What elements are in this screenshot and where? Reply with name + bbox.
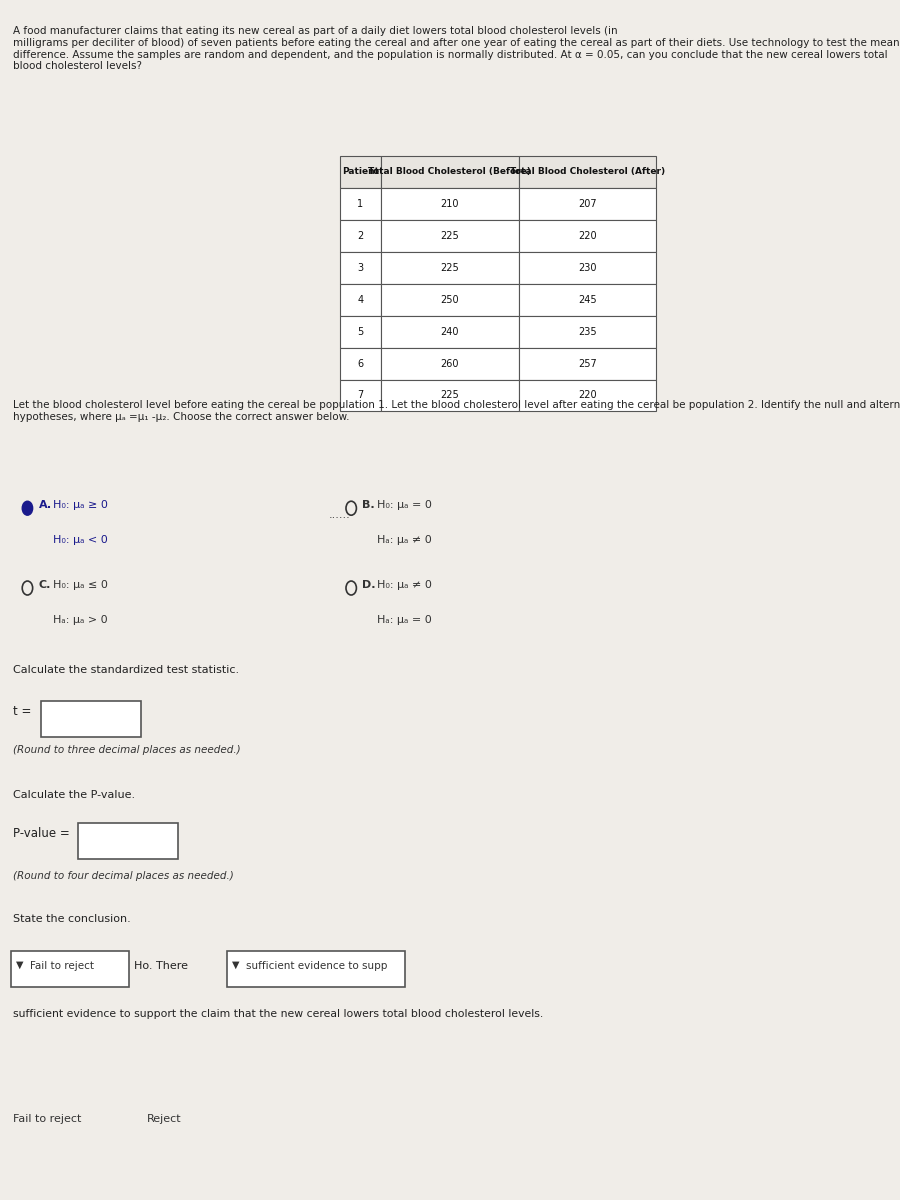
Text: Total Blood Cholesterol (After): Total Blood Cholesterol (After)	[510, 168, 665, 176]
Text: D.: D.	[363, 580, 376, 590]
Bar	[381, 156, 518, 188]
Bar	[340, 348, 381, 379]
Text: H₀: μₐ ≥ 0: H₀: μₐ ≥ 0	[53, 500, 108, 510]
Bar	[340, 188, 381, 220]
Text: 225: 225	[440, 390, 459, 401]
Text: Total Blood Cholesterol (Before): Total Blood Cholesterol (Before)	[368, 168, 531, 176]
Text: 225: 225	[440, 230, 459, 241]
Bar	[340, 220, 381, 252]
Text: 245: 245	[578, 295, 597, 305]
Text: Hₐ: μₐ = 0: Hₐ: μₐ = 0	[377, 614, 432, 625]
Text: State the conclusion.: State the conclusion.	[13, 914, 130, 924]
Text: 235: 235	[578, 326, 597, 337]
Text: Patient: Patient	[342, 168, 379, 176]
Bar	[518, 283, 656, 316]
Text: C.: C.	[39, 580, 51, 590]
Text: 6: 6	[357, 359, 364, 368]
Text: A food manufacturer claims that eating its new cereal as part of a daily diet lo: A food manufacturer claims that eating i…	[13, 26, 899, 71]
Text: 4: 4	[357, 295, 364, 305]
Text: 220: 220	[578, 230, 597, 241]
FancyBboxPatch shape	[227, 952, 405, 988]
Text: Calculate the P-value.: Calculate the P-value.	[13, 790, 135, 799]
Text: Fail to reject: Fail to reject	[30, 961, 94, 971]
Bar	[518, 220, 656, 252]
Text: 2: 2	[357, 230, 364, 241]
Text: H₀: μₐ ≤ 0: H₀: μₐ ≤ 0	[53, 580, 108, 590]
Text: 7: 7	[357, 390, 364, 401]
Bar	[518, 316, 656, 348]
Text: H₀: μₐ ≠ 0: H₀: μₐ ≠ 0	[377, 580, 432, 590]
Bar	[340, 283, 381, 316]
Text: Reject: Reject	[147, 1114, 181, 1124]
Text: ▼: ▼	[16, 960, 23, 970]
Text: 225: 225	[440, 263, 459, 272]
Text: P-value =: P-value =	[13, 828, 69, 840]
Text: A.: A.	[39, 500, 51, 510]
Bar	[518, 252, 656, 283]
Bar	[340, 156, 381, 188]
Text: 257: 257	[578, 359, 597, 368]
Bar	[381, 348, 518, 379]
Bar	[340, 252, 381, 283]
Text: Ho. There: Ho. There	[134, 961, 188, 971]
Text: 260: 260	[441, 359, 459, 368]
Bar	[381, 283, 518, 316]
Text: 3: 3	[357, 263, 364, 272]
Text: (Round to three decimal places as needed.): (Round to three decimal places as needed…	[13, 745, 240, 755]
Text: 240: 240	[441, 326, 459, 337]
FancyBboxPatch shape	[11, 952, 130, 988]
Text: 5: 5	[357, 326, 364, 337]
FancyBboxPatch shape	[78, 823, 178, 859]
Text: ▼: ▼	[232, 960, 239, 970]
Bar	[518, 156, 656, 188]
Bar	[381, 220, 518, 252]
Text: Fail to reject: Fail to reject	[13, 1114, 81, 1124]
Bar	[381, 252, 518, 283]
Text: Calculate the standardized test statistic.: Calculate the standardized test statisti…	[13, 665, 238, 674]
Bar	[518, 348, 656, 379]
Text: 1: 1	[357, 199, 364, 209]
Bar	[340, 316, 381, 348]
Text: 250: 250	[440, 295, 459, 305]
Bar	[381, 316, 518, 348]
Text: 207: 207	[578, 199, 597, 209]
Circle shape	[22, 502, 32, 515]
Bar	[518, 188, 656, 220]
Bar	[381, 379, 518, 412]
Text: t =: t =	[13, 704, 31, 718]
Text: H₀: μₐ = 0: H₀: μₐ = 0	[377, 500, 432, 510]
Text: Hₐ: μₐ > 0: Hₐ: μₐ > 0	[53, 614, 108, 625]
Text: sufficient evidence to support the claim that the new cereal lowers total blood : sufficient evidence to support the claim…	[13, 1009, 543, 1019]
Bar	[518, 379, 656, 412]
Text: (Round to four decimal places as needed.): (Round to four decimal places as needed.…	[13, 871, 233, 881]
Text: Let the blood cholesterol level before eating the cereal be population 1. Let th: Let the blood cholesterol level before e…	[13, 401, 900, 422]
Text: 230: 230	[579, 263, 597, 272]
Text: sufficient evidence to supp: sufficient evidence to supp	[246, 961, 387, 971]
Text: 220: 220	[578, 390, 597, 401]
Text: ......: ......	[328, 510, 351, 521]
Bar	[381, 188, 518, 220]
FancyBboxPatch shape	[40, 701, 140, 737]
Bar	[340, 379, 381, 412]
Text: 210: 210	[441, 199, 459, 209]
Text: B.: B.	[363, 500, 375, 510]
Text: Hₐ: μₐ ≠ 0: Hₐ: μₐ ≠ 0	[377, 535, 432, 545]
Text: H₀: μₐ < 0: H₀: μₐ < 0	[53, 535, 108, 545]
